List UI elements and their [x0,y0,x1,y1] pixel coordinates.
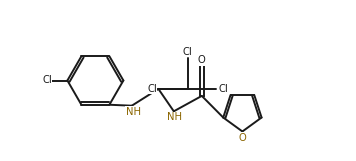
Text: O: O [239,133,246,143]
Text: Cl: Cl [183,47,193,57]
Text: Cl: Cl [42,76,52,85]
Text: O: O [198,55,206,65]
Text: Cl: Cl [147,84,157,94]
Text: Cl: Cl [219,84,229,94]
Text: NH: NH [167,113,182,123]
Text: NH: NH [126,107,141,117]
